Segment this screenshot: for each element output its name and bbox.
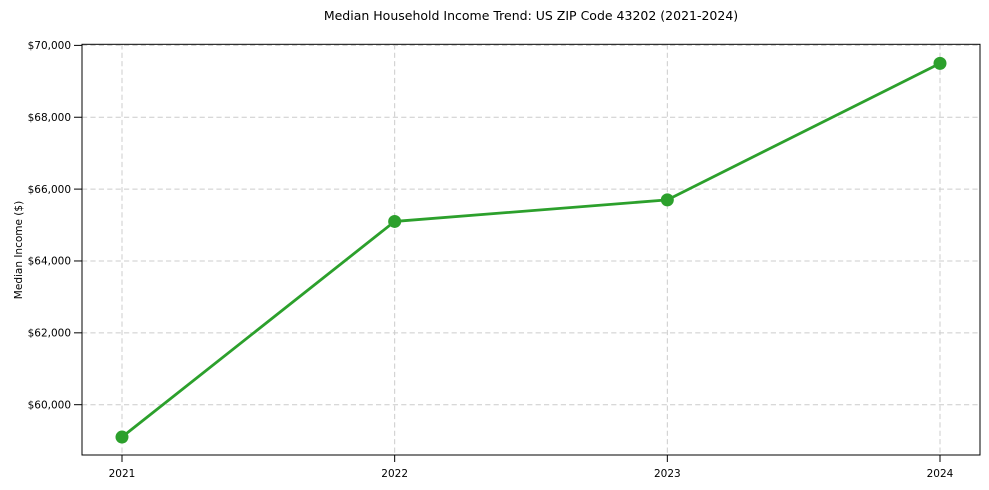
data-point bbox=[115, 430, 129, 444]
y-tick-label: $62,000 bbox=[28, 328, 71, 340]
data-point bbox=[660, 193, 674, 207]
x-tick-label: 2023 bbox=[654, 468, 681, 480]
data-point bbox=[933, 56, 947, 70]
plot-border bbox=[81, 43, 981, 456]
x-tick-label: 2021 bbox=[109, 468, 136, 480]
chart-title: Median Household Income Trend: US ZIP Co… bbox=[323, 8, 739, 23]
data-point bbox=[388, 214, 402, 228]
x-tick-label: 2022 bbox=[381, 468, 408, 480]
y-tick-label: $60,000 bbox=[28, 399, 71, 411]
data-line bbox=[120, 61, 942, 439]
y-tick-label: $66,000 bbox=[28, 184, 71, 196]
y-tick-label: $70,000 bbox=[28, 40, 71, 52]
y-tick-label: $68,000 bbox=[28, 112, 71, 124]
y-tick-label: $64,000 bbox=[28, 256, 71, 268]
x-tick-label: 2024 bbox=[927, 468, 954, 480]
